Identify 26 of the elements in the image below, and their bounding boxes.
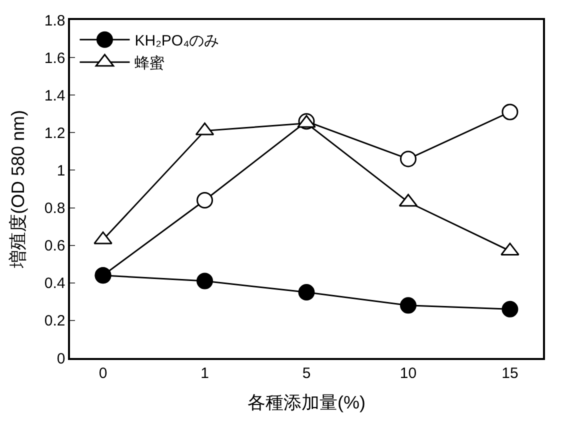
y-tick-label: 1.6 (44, 50, 66, 67)
point (298, 284, 315, 301)
point (502, 300, 518, 318)
y-axis-title: 増殖度(OD 580 nm) (8, 110, 28, 270)
y-tick-label: 1 (56, 162, 66, 180)
legend-label: KH₂PO₄のみ (134, 32, 220, 50)
y-tick-label: 0.2 (44, 312, 66, 330)
x-tick-label: 5 (302, 364, 311, 382)
x-axis-title: 各種添加量(%) (248, 392, 366, 412)
y-tick-label: 0.4 (44, 275, 66, 292)
y-tick-label: 1.2 (44, 124, 66, 142)
point (502, 104, 518, 120)
x-tick-label: 0 (98, 364, 108, 382)
point (400, 150, 416, 168)
y-tick-label: 0.8 (44, 200, 66, 218)
x-tick-label: 15 (502, 364, 518, 382)
point (196, 272, 214, 290)
legend-label: 蜂蜜 (134, 54, 165, 72)
y-tick-label: 0.6 (44, 238, 66, 255)
y-tick-label: 0 (56, 350, 66, 368)
point (400, 297, 416, 314)
y-tick-label: 1.4 (44, 87, 66, 104)
y-tick-label: 1.8 (44, 12, 66, 30)
x-tick-label: 1 (200, 364, 209, 382)
point (196, 192, 214, 209)
x-tick-label: 10 (400, 364, 417, 382)
